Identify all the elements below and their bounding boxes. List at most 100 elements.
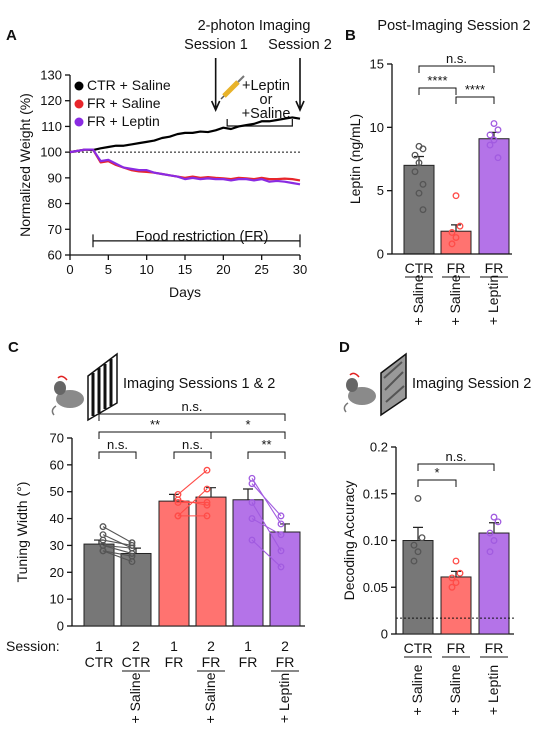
- category-sublabel: + Saline: [409, 664, 425, 715]
- data-point: [410, 541, 418, 549]
- panel-b-y-tick-label: 10: [370, 120, 384, 135]
- data-point: [128, 552, 136, 560]
- data-point: [411, 151, 419, 159]
- panel-b-y-tick-label: 0: [377, 247, 384, 262]
- error-bar: [280, 523, 290, 532]
- panel-c-y-tick-label: 20: [50, 565, 64, 580]
- panel-label-d: D: [339, 339, 350, 356]
- session-number: 2: [132, 638, 140, 654]
- category-sublabel: + Leptin: [485, 665, 501, 715]
- data-point: [456, 222, 464, 230]
- data-point: [486, 141, 494, 149]
- data-point: [414, 494, 422, 502]
- paired-line: [177, 469, 208, 495]
- panel-b-significance-bracket: [418, 87, 457, 95]
- data-point: [448, 229, 456, 236]
- panel-a-x-tick-label: 20: [216, 262, 230, 277]
- category-sublabel: + Saline: [447, 274, 463, 325]
- data-point: [203, 499, 211, 506]
- panel-a-y-tick-label: 60: [48, 248, 62, 263]
- panel-d-significance-label: *: [434, 465, 439, 480]
- bar: [158, 500, 190, 627]
- data-point: [415, 159, 423, 167]
- category-label: CTR: [405, 260, 434, 276]
- session-number: 2: [281, 638, 289, 654]
- data-point: [419, 206, 427, 214]
- paired-line: [251, 518, 282, 536]
- panel-c-significance-label: n.s.: [182, 399, 203, 414]
- data-point: [203, 485, 211, 493]
- data-point: [490, 513, 498, 521]
- panel-b-significance-label: ****: [427, 73, 447, 88]
- panel-d-significance-bracket: [417, 479, 457, 487]
- paired-line: [102, 544, 133, 549]
- panel-a-y-tick-label: 130: [40, 68, 62, 83]
- panel-c-significance-bracket: [210, 431, 286, 439]
- panel-a-y-tick-label: 80: [48, 196, 62, 211]
- data-point: [494, 154, 502, 162]
- food-restriction-bracket: [92, 234, 301, 248]
- panel-label-b: B: [345, 27, 356, 44]
- bar: [195, 496, 227, 627]
- session2-arrow: [295, 58, 305, 112]
- panel-b-significance-label: ****: [465, 82, 485, 97]
- panel-d-y-tick-label: 0: [381, 627, 388, 642]
- panel-c-significance-label: **: [261, 437, 271, 452]
- panel-a-y-tick-label: 90: [48, 170, 62, 185]
- data-point: [99, 541, 107, 549]
- data-point: [486, 529, 494, 537]
- data-point: [452, 192, 460, 200]
- data-point: [411, 168, 419, 176]
- panel-label-c: C: [8, 339, 19, 356]
- legend-marker: [74, 99, 84, 109]
- panel-a-x-tick-label: 30: [293, 262, 307, 277]
- data-point: [490, 120, 498, 127]
- panel-a-x-tick-label: 15: [178, 262, 192, 277]
- error-bar: [451, 224, 461, 232]
- panel-b-significance-bracket: [418, 65, 495, 73]
- data-point: [452, 557, 460, 565]
- bar: [83, 543, 115, 627]
- panel-a-x-tick-label: 10: [139, 262, 153, 277]
- category-sublabel: + Saline: [202, 672, 218, 723]
- data-point: [248, 536, 256, 544]
- category-sublabel: + Saline: [127, 672, 143, 723]
- panel-b-significance-bracket: [455, 96, 495, 104]
- error-bar: [206, 487, 216, 498]
- error-bar: [94, 539, 104, 545]
- panel-d-y-tick-label: 0.2: [370, 440, 388, 455]
- paired-line: [251, 477, 282, 525]
- error-bar: [243, 488, 253, 500]
- data-point: [490, 537, 498, 544]
- data-point: [414, 548, 422, 556]
- paired-line: [102, 539, 133, 546]
- panel-c-significance-bracket: [173, 451, 212, 459]
- data-point: [419, 145, 427, 153]
- data-point: [456, 569, 464, 577]
- data-point: [448, 240, 456, 248]
- panel-a-y-tick-label: 100: [40, 145, 62, 160]
- panel-a-y-tick-label: 120: [40, 93, 62, 108]
- category-label: FR: [276, 654, 295, 670]
- panel-d-y-tick-label: 0.15: [363, 486, 388, 501]
- series-line-fr-leptin: [69, 148, 301, 186]
- category-label: CTR: [404, 640, 433, 656]
- panel-a-y-tick-label: 110: [41, 119, 62, 134]
- error-bar: [489, 522, 499, 534]
- legend-marker: [74, 81, 84, 91]
- error-bar: [169, 493, 179, 502]
- data-point: [203, 466, 211, 474]
- panel-b-title: Post-Imaging Session 2: [377, 18, 530, 34]
- data-point: [494, 518, 502, 526]
- bar: [269, 531, 301, 627]
- paired-line: [177, 488, 208, 517]
- session-row-label: Session:: [6, 638, 60, 654]
- panel-d-y-tick-label: 0.05: [363, 580, 388, 595]
- syringe-icon: [220, 75, 245, 100]
- category-label: FR: [485, 640, 504, 656]
- panel-c-significance-bracket: [247, 451, 286, 459]
- panel-a-y-label: Normalized Weight (%): [17, 93, 33, 237]
- panel-a-x-tick-label: 25: [254, 262, 268, 277]
